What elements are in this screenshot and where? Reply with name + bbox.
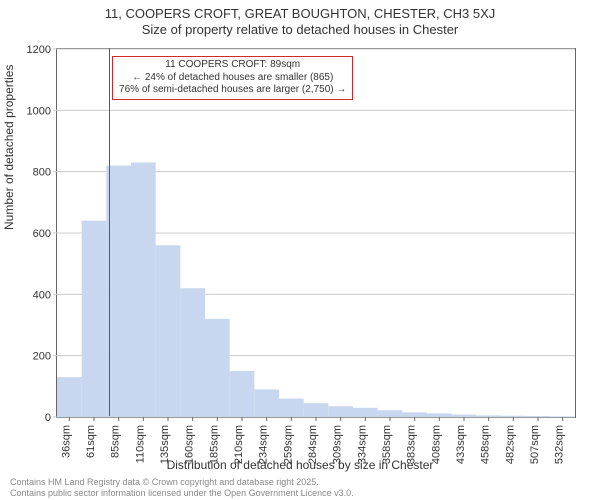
bar	[550, 416, 575, 417]
marker-line	[109, 48, 110, 416]
title-line-2: Size of property relative to detached ho…	[0, 22, 600, 38]
svg-text:800: 800	[33, 167, 51, 179]
plot-svg: 020040060080010001200 36sqm61sqm85sqm110…	[57, 49, 575, 417]
bar	[378, 410, 403, 417]
bar	[476, 415, 501, 417]
svg-text:400: 400	[33, 289, 51, 301]
bar	[501, 416, 526, 417]
bar	[205, 319, 230, 417]
svg-text:600: 600	[33, 228, 51, 240]
footer: Contains HM Land Registry data © Crown c…	[10, 477, 354, 498]
annotation-line-3: 76% of semi-detached houses are larger (…	[119, 84, 346, 97]
bar	[57, 377, 82, 417]
bar	[304, 403, 329, 417]
svg-text:61sqm: 61sqm	[85, 425, 97, 458]
bar	[402, 412, 427, 417]
svg-text:200: 200	[33, 351, 51, 363]
svg-text:1200: 1200	[27, 44, 51, 56]
bar	[328, 406, 353, 417]
bar	[106, 166, 131, 417]
y-axis-label: Number of detached properties	[2, 65, 16, 230]
bar	[279, 399, 304, 417]
annotation-line-1: 11 COOPERS CROFT: 89sqm	[119, 59, 346, 72]
footer-line-1: Contains HM Land Registry data © Crown c…	[10, 477, 354, 487]
bar	[156, 245, 181, 417]
bar	[230, 371, 255, 417]
svg-text:0: 0	[45, 412, 51, 424]
bar	[254, 389, 279, 417]
title-line-1: 11, COOPERS CROFT, GREAT BOUGHTON, CHEST…	[0, 6, 600, 22]
plot-area: 020040060080010001200 36sqm61sqm85sqm110…	[56, 48, 576, 418]
svg-text:1000: 1000	[27, 105, 51, 117]
bar	[526, 416, 551, 417]
bar	[82, 221, 107, 417]
annotation-line-2: ← 24% of detached houses are smaller (86…	[119, 72, 346, 85]
bar	[427, 413, 452, 417]
bar	[353, 408, 378, 417]
bar	[131, 162, 156, 417]
chart-container: 11, COOPERS CROFT, GREAT BOUGHTON, CHEST…	[0, 0, 600, 500]
footer-line-2: Contains public sector information licen…	[10, 488, 354, 498]
title-block: 11, COOPERS CROFT, GREAT BOUGHTON, CHEST…	[0, 0, 600, 37]
svg-text:85sqm: 85sqm	[110, 425, 122, 458]
bar	[452, 415, 477, 417]
annotation-box: 11 COOPERS CROFT: 89sqm ← 24% of detache…	[112, 56, 353, 100]
x-axis-label: Distribution of detached houses by size …	[0, 458, 600, 472]
svg-text:36sqm: 36sqm	[60, 425, 72, 458]
bar	[180, 288, 205, 417]
